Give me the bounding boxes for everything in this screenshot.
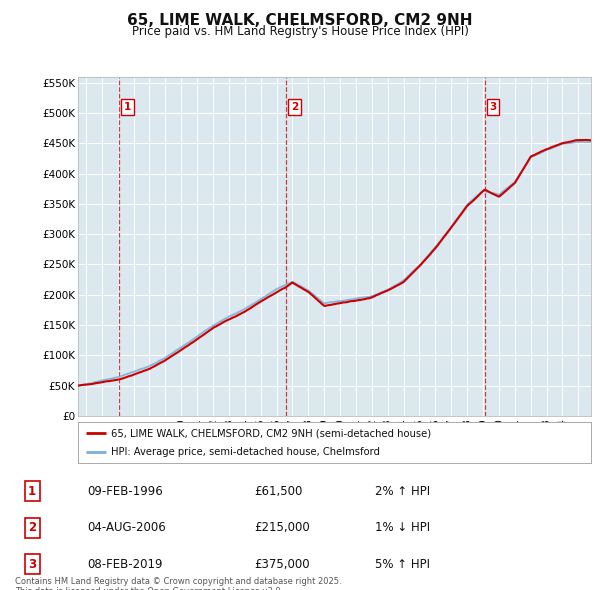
Text: £215,000: £215,000 (254, 521, 310, 535)
Text: 08-FEB-2019: 08-FEB-2019 (87, 558, 163, 571)
Text: 1: 1 (124, 102, 131, 112)
Text: 04-AUG-2006: 04-AUG-2006 (87, 521, 166, 535)
Text: HPI: Average price, semi-detached house, Chelmsford: HPI: Average price, semi-detached house,… (112, 447, 380, 457)
Text: Contains HM Land Registry data © Crown copyright and database right 2025.
This d: Contains HM Land Registry data © Crown c… (15, 577, 341, 590)
Text: 1% ↓ HPI: 1% ↓ HPI (375, 521, 430, 535)
Text: 2: 2 (291, 102, 298, 112)
Text: 5% ↑ HPI: 5% ↑ HPI (375, 558, 430, 571)
Text: 3: 3 (28, 558, 36, 571)
Text: £61,500: £61,500 (254, 484, 302, 498)
Text: 65, LIME WALK, CHELMSFORD, CM2 9NH: 65, LIME WALK, CHELMSFORD, CM2 9NH (127, 13, 473, 28)
Text: 3: 3 (490, 102, 497, 112)
Text: 1: 1 (28, 484, 36, 498)
Text: 65, LIME WALK, CHELMSFORD, CM2 9NH (semi-detached house): 65, LIME WALK, CHELMSFORD, CM2 9NH (semi… (112, 428, 431, 438)
Text: 2: 2 (28, 521, 36, 535)
Text: 09-FEB-1996: 09-FEB-1996 (87, 484, 163, 498)
Text: £375,000: £375,000 (254, 558, 310, 571)
Text: Price paid vs. HM Land Registry's House Price Index (HPI): Price paid vs. HM Land Registry's House … (131, 25, 469, 38)
Text: 2% ↑ HPI: 2% ↑ HPI (375, 484, 430, 498)
